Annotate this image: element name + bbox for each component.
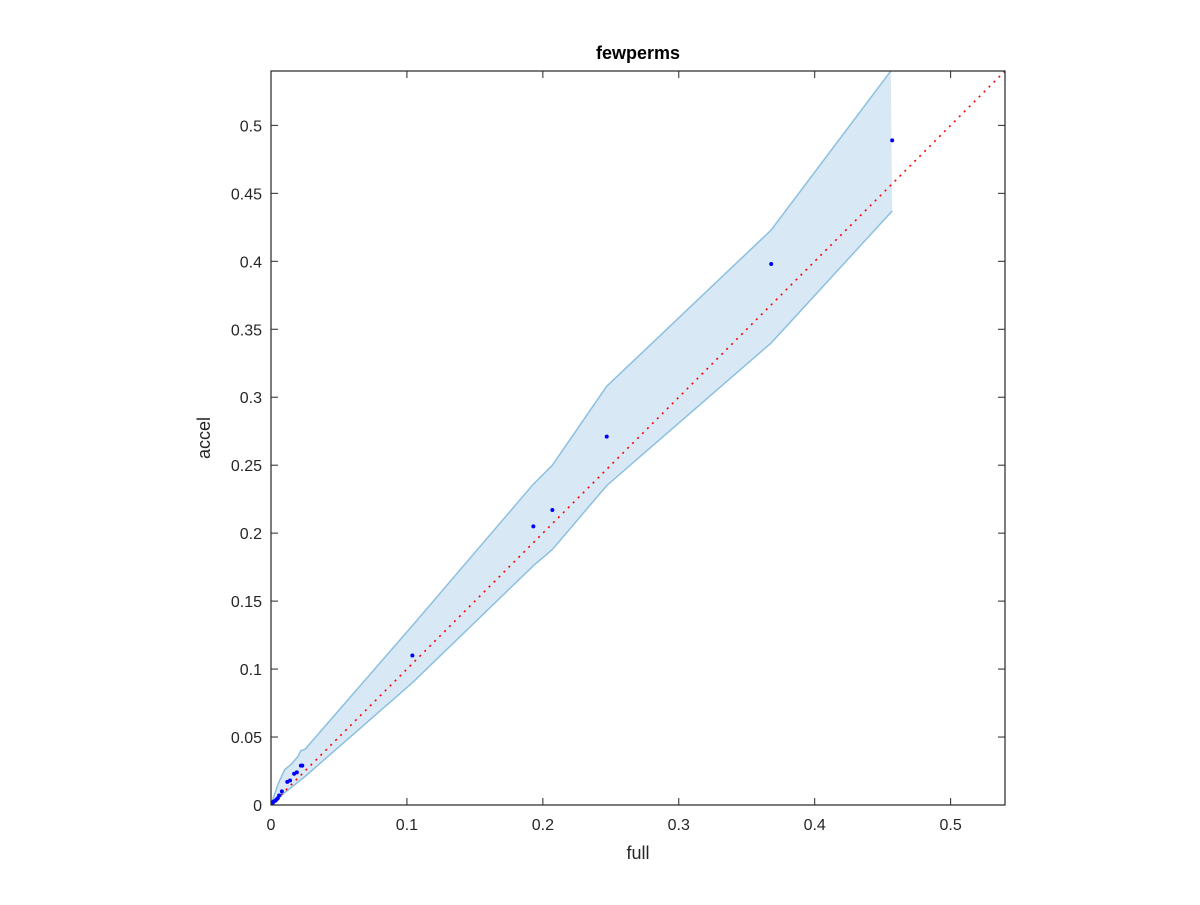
data-point bbox=[300, 763, 305, 768]
plot-area bbox=[271, 71, 1005, 805]
data-point bbox=[604, 434, 609, 439]
x-tick-label: 0.4 bbox=[804, 817, 826, 834]
x-tick-label: 0.1 bbox=[396, 817, 418, 834]
y-tick-label: 0.45 bbox=[231, 186, 262, 203]
x-tick-label: 0.5 bbox=[940, 817, 962, 834]
y-tick-label: 0.35 bbox=[231, 322, 262, 339]
y-tick-label: 0.3 bbox=[240, 390, 262, 407]
y-tick-label: 0.05 bbox=[231, 730, 262, 747]
data-point bbox=[769, 262, 774, 267]
y-tick-label: 0.2 bbox=[240, 526, 262, 543]
data-point bbox=[531, 524, 536, 529]
identity-reference-line bbox=[271, 71, 1005, 805]
data-point bbox=[294, 770, 299, 775]
axes-frame bbox=[270, 70, 1006, 806]
y-tick-label: 0.1 bbox=[240, 662, 262, 679]
plot-content bbox=[271, 71, 1005, 805]
x-axis-label: full bbox=[626, 843, 649, 863]
confidence-band bbox=[271, 71, 893, 805]
band-lower-edge bbox=[271, 210, 893, 805]
x-tick-label: 0.3 bbox=[668, 817, 690, 834]
chart-title: fewperms bbox=[596, 43, 680, 63]
y-tick-label: 0.5 bbox=[240, 118, 262, 135]
data-point bbox=[550, 508, 555, 513]
y-tick-label: 0.15 bbox=[231, 594, 262, 611]
band-upper-edge bbox=[271, 71, 892, 805]
axes: 0 0.1 0.2 0.3 0.4 0.5 0 0.05 0.1 0.15 0.2 0.25 0.3 0.… bbox=[231, 70, 1006, 834]
data-point bbox=[279, 789, 284, 794]
y-axis-label: accel bbox=[194, 417, 214, 459]
x-tick-label: 0.2 bbox=[532, 817, 554, 834]
y-tick-label: 0.25 bbox=[231, 458, 262, 475]
data-point bbox=[410, 653, 415, 658]
data-point bbox=[288, 778, 293, 783]
y-tick-label: 0 bbox=[253, 798, 262, 815]
data-point bbox=[890, 138, 895, 143]
data-point bbox=[277, 793, 282, 798]
x-tick-label: 0 bbox=[267, 817, 276, 834]
y-tick-label: 0.4 bbox=[240, 254, 262, 271]
